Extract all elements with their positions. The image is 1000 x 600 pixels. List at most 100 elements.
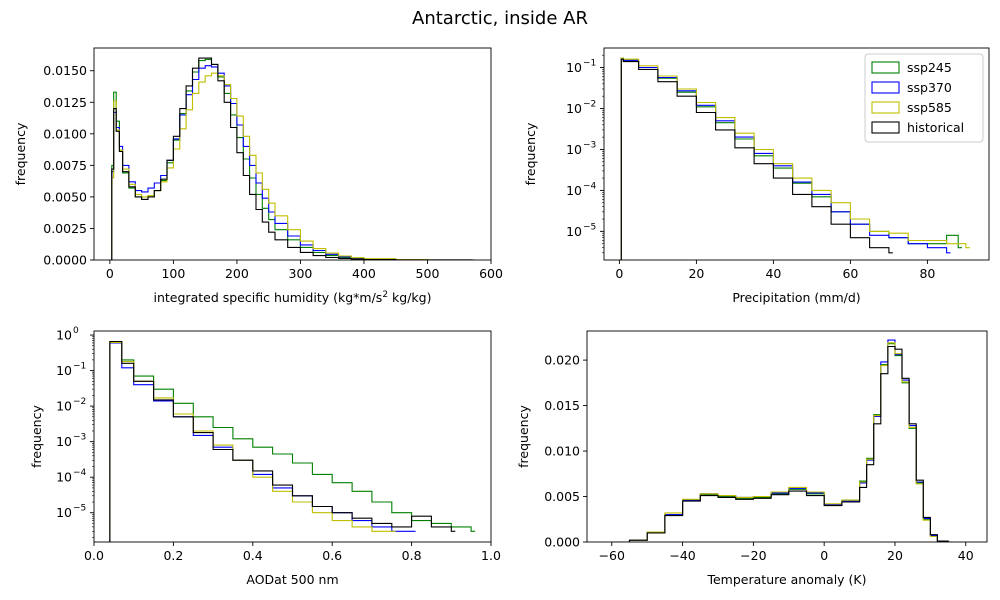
x-tick-label: 0 [106,266,114,281]
y-tick-exponent: −2 [583,99,596,109]
axes-frame [603,47,990,261]
x-tick-label: 0.4 [243,548,263,563]
legend-frame [864,53,984,143]
y-axis-label: frequency [516,405,531,468]
axes-frame [93,330,492,543]
x-axis-label: Precipitation (mm/d) [732,290,860,305]
series-line-ssp370 [107,342,416,542]
y-tick-label: 0.0050 [43,189,87,204]
x-tick-label: −20 [740,548,766,563]
series-line-historical [611,345,953,542]
x-tick-label: 0.6 [322,548,342,563]
y-tick-label: 10 [56,470,72,485]
y-tick-label: 10 [566,101,582,116]
series-line-historical [109,57,476,260]
subplot-4: −60 −40 −20 0 20 40 0.000 0.005 0.010 0.015 0.020 T… [516,330,988,587]
y-tick-label: 0.005 [544,489,580,504]
x-tick-label: 40 [958,548,974,563]
y-tick-exponent: −4 [73,468,87,478]
x-tick-label: 500 [416,266,440,281]
y-tick-label: 10 [566,60,582,75]
series-line-historical [619,58,893,260]
series-line-ssp585 [109,72,476,260]
x-tick-label: 0.0 [84,548,104,563]
y-tick-label: 0.000 [544,535,580,550]
y-tick-label: 10 [566,183,582,198]
y-tick-exponent: −3 [583,140,596,150]
series-group [109,57,476,260]
series-line-historical [107,340,456,542]
y-tick-exponent: −2 [73,397,86,407]
y-tick-label: 10 [566,224,582,239]
y-tick-label: 0.020 [544,353,580,368]
x-tick-label: 20 [887,548,903,563]
y-tick-exponent: −5 [583,222,596,232]
legend-label-ssp245: ssp245 [907,60,952,75]
x-tick-label: −60 [599,548,625,563]
x-tick-label: 60 [842,266,858,281]
y-tick-label: 10 [566,142,582,157]
x-tick-label: 0.8 [402,548,422,563]
x-tick-label: 40 [765,266,781,281]
y-tick-exponent: 0 [73,326,79,336]
series-line-ssp585 [611,342,953,542]
series-line-ssp370 [109,65,476,260]
x-tick-label: 0.2 [163,548,183,563]
y-tick-label: 0.0125 [43,95,87,110]
x-tick-label: 0 [615,266,623,281]
series-line-ssp370 [611,339,953,542]
axes-frame [586,330,988,543]
y-tick-exponent: −4 [583,181,597,191]
legend-swatch-historical [871,121,900,134]
figure-title: Antarctic, inside AR [412,8,588,29]
y-tick-label: 0.0100 [43,126,87,141]
x-tick-label: 300 [289,266,313,281]
x-tick-label: 100 [161,266,185,281]
x-tick-label: 400 [352,266,376,281]
y-tick-label: 10 [56,505,72,520]
legend-swatch-ssp370 [871,81,900,94]
y-axis-label: frequency [29,405,44,468]
subplot-1: 0 100 200 300 400 500 600 0.0000 0.0025 0.0050 0.0… [13,47,503,305]
x-tick-label: 600 [479,266,503,281]
series-group [107,340,476,542]
x-axis-label: integrated specific humidity (kg*m/s2 kg… [154,290,432,305]
y-tick-label: 0.0025 [43,221,87,236]
x-tick-label: 200 [225,266,249,281]
axes-frame [93,47,492,261]
x-tick-label: −40 [669,548,695,563]
y-tick-label: 0.015 [544,398,580,413]
x-axis-label: AODat 500 nm [246,572,338,587]
x-tick-label: 80 [919,266,935,281]
y-tick-label: 10 [56,328,72,343]
subplot-3: 0.0 0.2 0.4 0.6 0.8 1.010−510−410−310−210−110… [29,326,501,587]
legend-label-ssp370: ssp370 [907,80,952,95]
y-tick-exponent: −1 [73,362,86,372]
series-line-ssp245 [611,343,953,542]
legend-swatch-ssp585 [871,101,900,114]
y-tick-label: 0.0000 [43,253,87,268]
y-tick-exponent: −5 [73,504,86,514]
series-group [619,57,970,260]
y-axis-label: frequency [523,122,538,185]
x-axis-label: Temperature anomaly (K) [706,572,866,587]
y-tick-label: 0.0150 [43,63,87,78]
legend-label-ssp585: ssp585 [907,100,952,115]
x-tick-label: 20 [688,266,704,281]
y-tick-label: 0.0075 [43,158,87,173]
y-axis-label: frequency [13,122,28,185]
y-tick-label: 10 [56,399,72,414]
legend: ssp245 ssp370 ssp585 historical [864,53,984,143]
y-tick-exponent: −3 [73,433,86,443]
y-tick-label: 0.010 [544,444,580,459]
series-line-ssp245 [107,341,476,542]
y-tick-label: 10 [56,363,72,378]
legend-swatch-ssp245 [871,61,900,74]
x-tick-label: 1.0 [481,548,501,563]
y-tick-label: 10 [56,434,72,449]
series-group [611,339,953,542]
series-line-ssp585 [107,341,396,542]
legend-label-historical: historical [907,120,964,135]
